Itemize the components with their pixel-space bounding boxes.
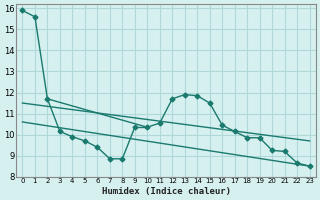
X-axis label: Humidex (Indice chaleur): Humidex (Indice chaleur) <box>101 187 230 196</box>
